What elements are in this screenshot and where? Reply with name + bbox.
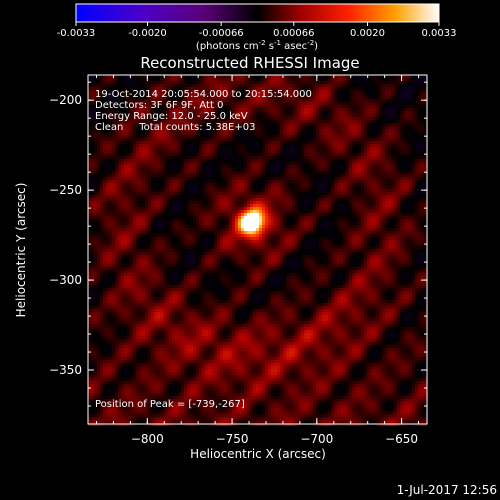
colorbar-tick-label: -0.0033 — [57, 28, 96, 39]
colorbar-tick-label: -0.00066 — [199, 28, 244, 39]
y-tick-label: −350 — [49, 363, 82, 377]
annotation-energy-range: Energy Range: 12.0 - 25.0 keV — [95, 111, 248, 122]
annotation-clean-counts: Clean Total counts: 5.38E+03 — [95, 122, 255, 133]
plot-frame — [87, 74, 428, 425]
x-tick-label: −650 — [385, 432, 418, 446]
y-tick-label: −300 — [49, 273, 82, 287]
colorbar-ticks: -0.0033 -0.0020 -0.00066 0.00066 0.0020 0.003… — [57, 22, 457, 39]
annotation-time-range: 19-Oct-2014 20:05:54.000 to 20:15:54.000 — [95, 89, 312, 100]
x-axis-ticks: −800 −750 −700 −650 — [95, 75, 420, 446]
y-tick-label: −200 — [49, 93, 82, 107]
colorbar-tick-label: 0.0020 — [350, 28, 385, 39]
footer-timestamp: 1-Jul-2017 12:56 — [397, 483, 497, 497]
colorbar-tick-label: 0.0033 — [422, 28, 457, 39]
x-tick-label: −700 — [300, 432, 333, 446]
colorbar-unit-label: (photons cm-2 s-1 asec-2) — [196, 39, 318, 52]
x-tick-label: −800 — [131, 432, 164, 446]
y-axis-ticks: −200 −250 −300 −350 — [49, 81, 427, 407]
heatmap-image — [88, 75, 427, 426]
y-tick-label: −250 — [49, 183, 82, 197]
y-axis-label: Heliocentric Y (arcsec) — [14, 183, 28, 318]
chart-title: Reconstructed RHESSI Image — [140, 54, 359, 72]
x-tick-label: −750 — [216, 432, 249, 446]
colorbar-tick-label: -0.0020 — [128, 28, 167, 39]
x-axis-label: Heliocentric X (arcsec) — [190, 447, 326, 461]
colorbar — [75, 3, 440, 23]
colorbar-tick-label: 0.00066 — [273, 28, 314, 39]
annotation-detectors: Detectors: 3F 6F 9F, Att 0 — [95, 100, 223, 111]
annotation-peak-position: Position of Peak = [-739,-267] — [95, 399, 245, 410]
